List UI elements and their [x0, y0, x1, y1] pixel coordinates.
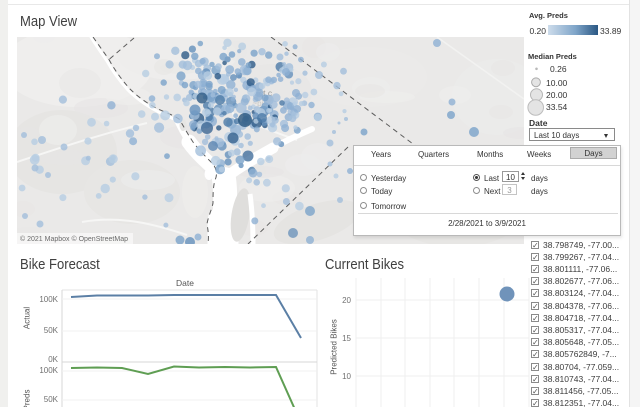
svg-text:ict c: ict c [257, 88, 273, 98]
svg-text:: ~bi: : ~bi [248, 99, 264, 108]
svg-text:© 2021 Mapbox © OpenStreetMap: © 2021 Mapbox © OpenStreetMap [20, 235, 128, 243]
